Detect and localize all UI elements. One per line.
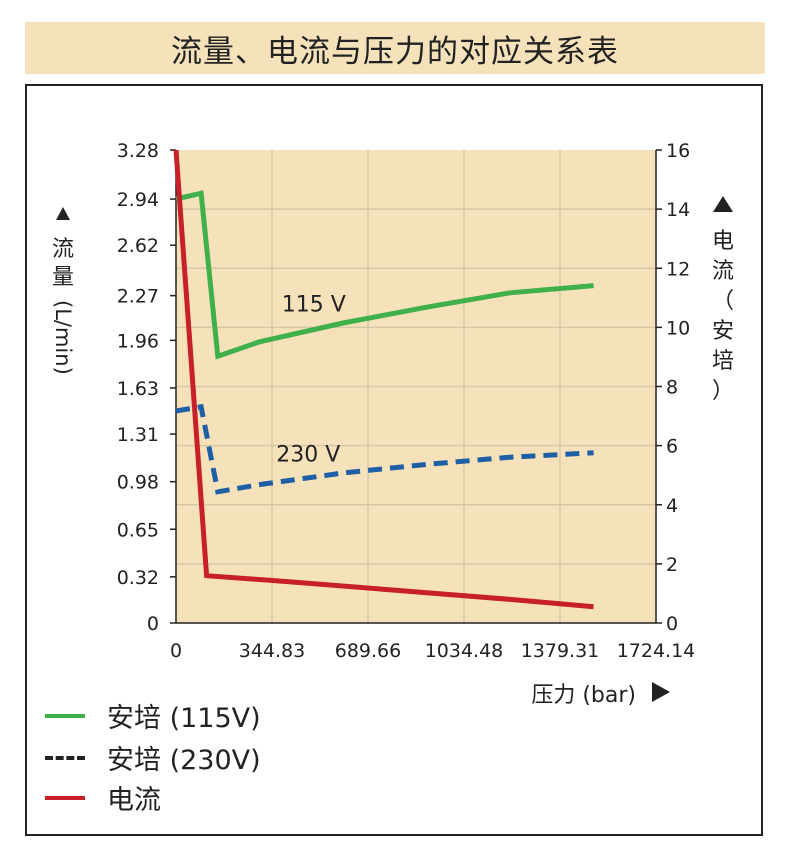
chart-frame: [25, 84, 763, 836]
y-left-axis-label: 流量: [52, 207, 74, 290]
y-right-label-text: 电流（安培）: [712, 229, 734, 404]
y2-tick-label: 12: [666, 258, 690, 280]
y-left-unit-text: (L/min): [51, 300, 75, 375]
y-tick-label: 2.27: [117, 286, 159, 308]
y2-tick-label: 2: [666, 554, 678, 576]
y-left-label-text: 流量: [52, 237, 74, 290]
series-line-2: [173, 149, 594, 610]
legend-swatch-green: [45, 713, 85, 718]
y-tick-label: 1.96: [117, 330, 159, 352]
x-tick-label: 1034.48: [425, 640, 504, 662]
y-tick-label: 1.63: [117, 378, 159, 400]
y2-tick-label: 16: [666, 140, 690, 162]
legend-label: 安培 (230V): [107, 745, 261, 776]
y-tick-label: 0.65: [117, 519, 159, 541]
y-right-axis-label: 电流（安培）: [712, 196, 734, 404]
legend-label: 电流: [107, 785, 161, 816]
y2-tick-label: 8: [666, 377, 678, 399]
y2-tick-label: 0: [666, 613, 678, 635]
series-annotation: 115 V: [282, 293, 346, 318]
y2-tick-label: 10: [666, 317, 690, 339]
up-arrow-icon: [56, 207, 70, 220]
y2-tick-label: 4: [666, 495, 678, 517]
legend-swatch-red: [45, 795, 85, 800]
y-tick-label: 1.31: [117, 424, 159, 446]
y2-tick-label: 6: [666, 436, 678, 458]
legend-item-current: 电流: [45, 778, 161, 817]
series-annotation: 230 V: [276, 442, 340, 467]
y-tick-label: 2.62: [117, 235, 159, 257]
x-tick-label: 689.66: [335, 640, 401, 662]
x-label-text: 压力 (bar): [531, 683, 636, 708]
up-arrow-icon: [713, 196, 733, 212]
series-line-0: [175, 190, 594, 360]
y-tick-label: 0.98: [117, 472, 159, 494]
legend-label: 安培 (115V): [107, 703, 261, 734]
x-tick-label: 1724.14: [617, 640, 696, 662]
y-tick-label: 3.28: [117, 140, 159, 162]
x-axis-label: 压力 (bar): [531, 682, 670, 708]
y2-tick-label: 14: [666, 199, 690, 221]
legend-item-230v: 安培 (230V): [45, 738, 261, 777]
right-arrow-icon: [652, 682, 670, 702]
legend-item-115v: 安培 (115V): [45, 696, 261, 735]
x-tick-label: 1379.31: [521, 640, 600, 662]
y-tick-label: 0.32: [117, 567, 159, 589]
x-tick-label: 0: [170, 640, 182, 662]
x-tick-label: 344.83: [239, 640, 305, 662]
legend-swatch-dashed: [45, 755, 85, 760]
chart-title-bar: 流量、电流与压力的对应关系表: [25, 22, 765, 74]
y-tick-label: 0: [147, 613, 159, 635]
chart-title: 流量、电流与压力的对应关系表: [171, 33, 619, 70]
y-tick-label: 2.94: [117, 189, 159, 211]
